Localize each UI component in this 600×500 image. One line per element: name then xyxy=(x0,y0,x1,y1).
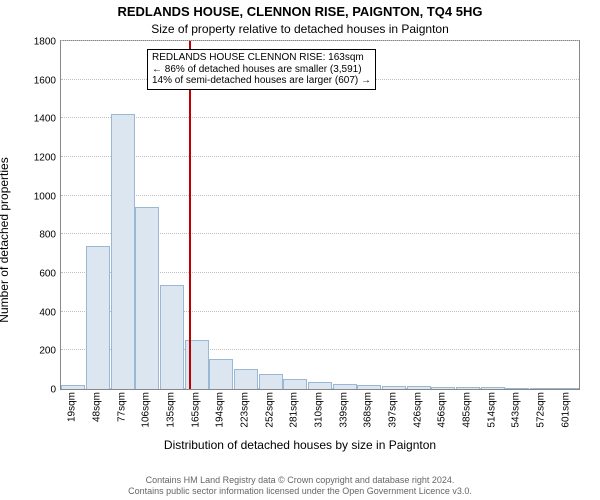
histogram-bar xyxy=(111,114,135,389)
x-tick-label: 48sqm xyxy=(92,392,103,422)
y-tick-label: 400 xyxy=(39,307,56,318)
y-tick-label: 1400 xyxy=(34,114,56,125)
x-tick-label: 135sqm xyxy=(166,392,177,428)
x-tick-label: 368sqm xyxy=(363,392,374,428)
y-tick-label: 1000 xyxy=(34,191,56,202)
x-tick-label: 543sqm xyxy=(511,392,522,428)
histogram-bar xyxy=(555,388,579,389)
histogram-bar xyxy=(86,246,110,389)
x-tick-label: 223sqm xyxy=(240,392,251,428)
y-axis-ticks: 020040060080010001200140016001800 xyxy=(0,40,58,390)
x-tick-label: 572sqm xyxy=(536,392,547,428)
chart-subtitle: Size of property relative to detached ho… xyxy=(0,22,600,36)
histogram-bar xyxy=(431,387,455,390)
histogram-bar xyxy=(382,386,406,389)
annotation-box: REDLANDS HOUSE CLENNON RISE: 163sqm ← 86… xyxy=(147,49,376,90)
x-axis-ticks: 19sqm 48sqm 77sqm 106sqm 135sqm 165sqm 194sqm 2… xyxy=(60,390,580,440)
x-tick-label: 252sqm xyxy=(264,392,275,428)
chart-title: REDLANDS HOUSE, CLENNON RISE, PAIGNTON, … xyxy=(0,4,600,19)
y-tick-label: 800 xyxy=(39,230,56,241)
x-tick-label: 426sqm xyxy=(412,392,423,428)
x-tick-label: 19sqm xyxy=(67,392,78,422)
y-tick-label: 600 xyxy=(39,269,56,280)
x-tick-label: 339sqm xyxy=(338,392,349,428)
plot-area: REDLANDS HOUSE CLENNON RISE: 163sqm ← 86… xyxy=(60,40,580,390)
x-tick-label: 601sqm xyxy=(560,392,571,428)
histogram-bar xyxy=(234,369,258,389)
histogram-bar xyxy=(456,387,480,389)
gridline xyxy=(61,195,579,196)
y-tick-label: 1200 xyxy=(34,153,56,164)
histogram-bar xyxy=(259,374,283,389)
annotation-line-3: 14% of semi-detached houses are larger (… xyxy=(152,75,371,87)
x-tick-label: 485sqm xyxy=(462,392,473,428)
x-tick-label: 281sqm xyxy=(289,392,300,428)
histogram-bar xyxy=(135,207,159,389)
gridline xyxy=(61,156,579,157)
x-tick-label: 514sqm xyxy=(486,392,497,428)
histogram-bar xyxy=(209,359,233,389)
x-tick-label: 165sqm xyxy=(190,392,201,428)
gridline xyxy=(61,40,579,41)
x-tick-label: 194sqm xyxy=(215,392,226,428)
x-tick-label: 397sqm xyxy=(388,392,399,428)
y-tick-label: 1800 xyxy=(34,37,56,48)
x-tick-label: 77sqm xyxy=(116,392,127,422)
annotation-line-2: ← 86% of detached houses are smaller (3,… xyxy=(152,64,371,76)
gridline xyxy=(61,117,579,118)
histogram-bar xyxy=(333,384,357,389)
x-axis-label: Distribution of detached houses by size … xyxy=(0,438,600,452)
x-tick-label: 106sqm xyxy=(141,392,152,428)
histogram-bar xyxy=(530,388,554,389)
annotation-line-1: REDLANDS HOUSE CLENNON RISE: 163sqm xyxy=(152,52,371,64)
histogram-bar xyxy=(481,387,505,390)
footer-line-2: Contains public sector information licen… xyxy=(0,486,600,496)
y-tick-label: 200 xyxy=(39,346,56,357)
property-marker-line xyxy=(189,41,191,389)
histogram-bar xyxy=(283,379,307,389)
chart-footer: Contains HM Land Registry data © Crown c… xyxy=(0,475,600,496)
x-tick-label: 456sqm xyxy=(437,392,448,428)
footer-line-1: Contains HM Land Registry data © Crown c… xyxy=(0,475,600,485)
y-tick-label: 1600 xyxy=(34,75,56,86)
x-tick-label: 310sqm xyxy=(314,392,325,428)
histogram-bar xyxy=(505,388,529,389)
histogram-bar xyxy=(357,385,381,389)
figure-container: REDLANDS HOUSE, CLENNON RISE, PAIGNTON, … xyxy=(0,0,600,500)
histogram-bar xyxy=(407,386,431,389)
histogram-bar xyxy=(61,385,85,389)
histogram-bar xyxy=(160,285,184,389)
histogram-bar xyxy=(308,382,332,389)
y-tick-label: 0 xyxy=(50,385,56,396)
